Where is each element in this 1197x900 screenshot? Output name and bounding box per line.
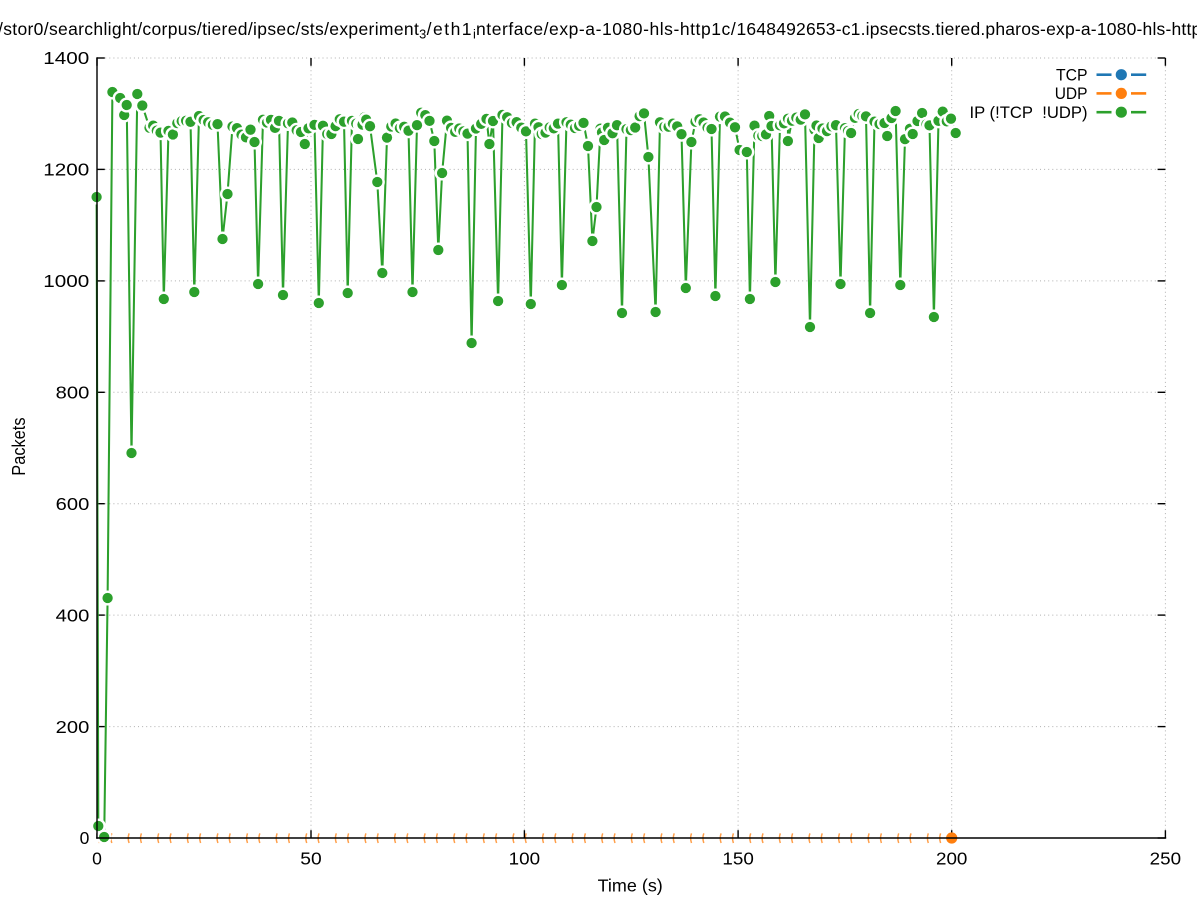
svg-text:200: 200	[56, 717, 90, 737]
svg-text:100: 100	[509, 849, 541, 869]
svg-text:0: 0	[92, 849, 102, 869]
svg-text:250: 250	[1150, 849, 1182, 869]
svg-text:1648492653-c1.ipsecsts.tiered.: 1648492653-c1.ipsecsts.tiered.pharos-exp…	[737, 19, 1197, 39]
svg-text:50: 50	[300, 849, 322, 869]
svg-text:1200: 1200	[43, 160, 89, 180]
svg-text:1000: 1000	[43, 271, 89, 291]
svg-text:400: 400	[56, 605, 90, 625]
svg-text:Packets: Packets	[9, 418, 29, 476]
svg-text:200: 200	[936, 849, 968, 869]
svg-text:TCP: TCP	[1056, 67, 1088, 85]
svg-text:/stor0/searchlight/corpus/tier: /stor0/searchlight/corpus/tiered/ipsec/s…	[0, 19, 476, 42]
svg-text:150: 150	[722, 849, 754, 869]
svg-text:1400: 1400	[43, 48, 89, 68]
svg-text:nterface/exp-a-1080-hls-http1c: nterface/exp-a-1080-hls-http1c/	[476, 19, 736, 39]
svg-text:Time (s): Time (s)	[598, 876, 663, 896]
svg-text:IP (!TCP !UDP): IP (!TCP !UDP)	[970, 104, 1088, 122]
svg-text:600: 600	[56, 494, 90, 514]
svg-text:0: 0	[80, 828, 90, 848]
svg-text:800: 800	[56, 383, 90, 403]
svg-text:UDP: UDP	[1055, 85, 1088, 103]
